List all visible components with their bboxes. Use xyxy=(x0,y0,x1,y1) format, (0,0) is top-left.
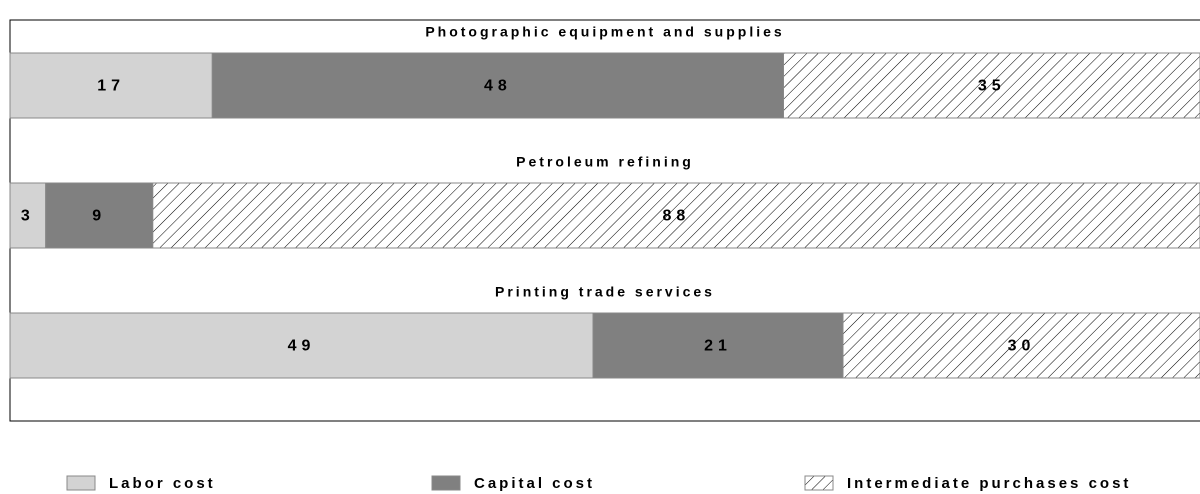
bar-segment xyxy=(9,182,47,249)
value-label: 35 xyxy=(978,78,1006,95)
bar-segment xyxy=(45,182,154,249)
bar-segment xyxy=(592,312,844,379)
legend-swatch xyxy=(804,475,834,491)
value-label: 3 xyxy=(21,208,35,225)
value-label: 88 xyxy=(663,208,691,225)
legend-label: Capital cost xyxy=(474,475,595,492)
value-label: 9 xyxy=(92,208,106,225)
value-label: 48 xyxy=(484,78,512,95)
bar-segment xyxy=(842,312,1200,379)
bar-segment xyxy=(9,312,594,379)
category-label: Photographic equipment and supplies xyxy=(425,24,784,40)
value-label: 21 xyxy=(704,338,732,355)
value-label: 49 xyxy=(288,338,316,355)
legend-swatch xyxy=(431,475,461,491)
legend-swatch xyxy=(66,475,96,491)
category-label: Printing trade services xyxy=(495,284,715,300)
bar-segment xyxy=(783,52,1200,119)
bar-segment xyxy=(9,52,213,119)
bar-segment xyxy=(152,182,1200,249)
legend-label: Intermediate purchases cost xyxy=(847,475,1131,492)
legend-label: Labor cost xyxy=(109,475,216,492)
bar-segment xyxy=(211,52,785,119)
category-label: Petroleum refining xyxy=(516,154,694,170)
value-label: 17 xyxy=(97,78,125,95)
value-label: 30 xyxy=(1008,338,1036,355)
